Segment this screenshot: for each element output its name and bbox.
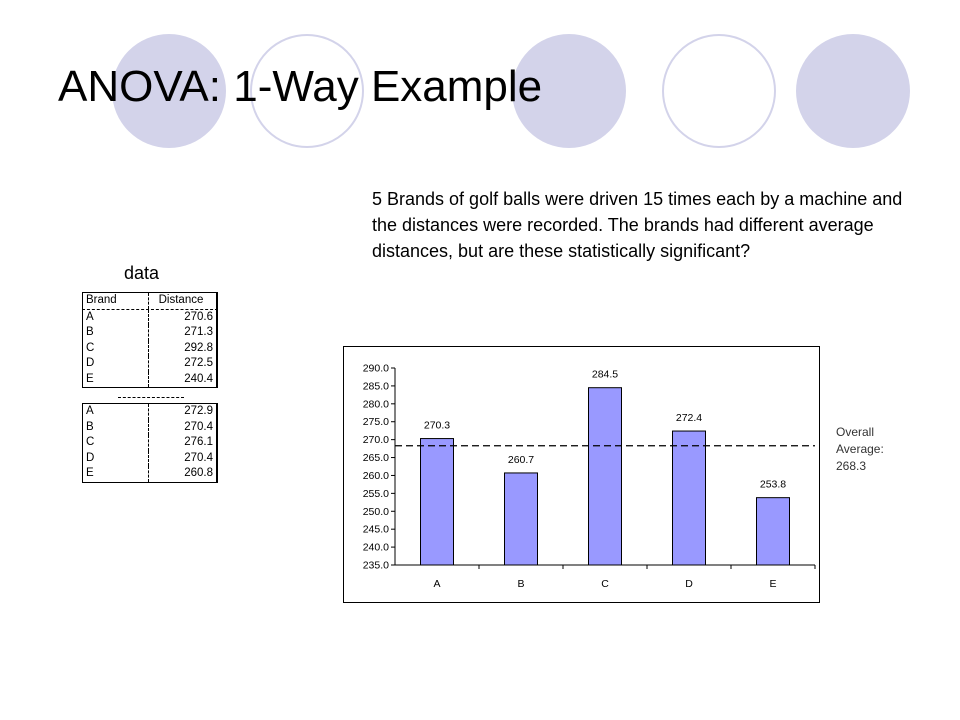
- bar-value-label: 260.7: [508, 454, 534, 466]
- table-block-1: A 270.6 B 271.3 C 292.8 D 272.5 E 240.4: [82, 309, 218, 388]
- x-tick-label: E: [769, 578, 776, 590]
- distance-cell: 270.4: [184, 451, 213, 464]
- x-tick-label: B: [517, 578, 524, 590]
- y-tick-label: 275.0: [363, 416, 389, 428]
- bar: [588, 387, 622, 566]
- brand-cell: E: [83, 371, 149, 387]
- bar: [504, 472, 538, 566]
- y-tick-label: 265.0: [363, 452, 389, 464]
- brand-cell: C: [83, 435, 149, 451]
- table-row: A 272.9: [83, 404, 216, 420]
- table-row: C 292.8: [83, 340, 216, 356]
- bar: [420, 438, 454, 566]
- x-tick-label: A: [433, 578, 440, 590]
- header-distance: Distance: [158, 294, 204, 306]
- table-row: B 271.3: [83, 325, 216, 341]
- table-block-2: A 272.9 B 270.4 C 276.1 D 270.4 E 260.8: [82, 403, 218, 483]
- y-tick-label: 270.0: [363, 434, 389, 446]
- distance-cell: 270.4: [184, 420, 213, 433]
- decor-circle-2: [512, 34, 626, 148]
- x-tick-label: D: [685, 578, 693, 590]
- brand-cell: A: [83, 404, 149, 420]
- data-table: Brand Distance A 270.6 B 271.3 C 292.8 D 272…: [82, 292, 218, 483]
- overall-average-note: Overall Average: 268.3: [836, 424, 884, 475]
- distance-cell: 240.4: [184, 372, 213, 385]
- y-tick-label: 235.0: [363, 560, 389, 572]
- brand-cell: D: [83, 450, 149, 466]
- slide-title: ANOVA: 1-Way Example: [58, 62, 543, 111]
- brand-cell: C: [83, 340, 149, 356]
- distance-cell: 276.1: [184, 436, 213, 448]
- header-brand: Brand: [83, 293, 149, 309]
- decor-ring-2: [662, 34, 776, 148]
- average-value: 268.3: [836, 459, 867, 473]
- decor-ring-1: [250, 34, 364, 148]
- bar-value-label: 284.5: [592, 369, 618, 381]
- table-row: D 270.4: [83, 450, 216, 466]
- y-tick-label: 240.0: [363, 542, 389, 554]
- brand-cell: A: [83, 309, 149, 325]
- distance-cell: 272.9: [184, 405, 213, 417]
- table-row: C 276.1: [83, 435, 216, 451]
- distance-cell: 292.8: [184, 341, 213, 354]
- y-tick-label: 260.0: [363, 470, 389, 482]
- y-tick-label: 290.0: [363, 363, 389, 375]
- x-tick-label: C: [601, 578, 609, 590]
- overall-label: Overall: [836, 425, 875, 439]
- table-row: B 270.4: [83, 419, 216, 435]
- y-tick-label: 280.0: [363, 398, 389, 410]
- y-tick-label: 250.0: [363, 506, 389, 518]
- bar: [672, 430, 706, 566]
- slide-description: 5 Brands of golf balls were driven 15 ti…: [372, 189, 903, 261]
- bar-value-label: 270.3: [424, 420, 450, 432]
- table-row: A 270.6: [83, 309, 216, 325]
- average-label: Average:: [836, 442, 884, 456]
- distance-cell: 271.3: [184, 326, 213, 338]
- bar-chart: 235.0 240.0 245.0 250.0 255.0 260.0 265.0 270.0…: [343, 346, 820, 603]
- brand-cell: E: [83, 466, 149, 482]
- y-tick-label: 255.0: [363, 488, 389, 500]
- chart-frame: [343, 346, 820, 603]
- bar-value-label: 272.4: [676, 412, 702, 424]
- table-row: E 240.4: [83, 371, 216, 387]
- y-tick-label: 245.0: [363, 524, 389, 536]
- brand-cell: B: [83, 325, 149, 341]
- bar: [756, 497, 790, 566]
- table-row: D 272.5: [83, 356, 216, 372]
- table-row: E 260.8: [83, 466, 216, 482]
- distance-cell: 260.8: [184, 467, 213, 479]
- decor-circle-3: [796, 34, 910, 148]
- y-tick-label: 285.0: [363, 380, 389, 392]
- distance-cell: 272.5: [184, 357, 213, 369]
- bar-value-label: 253.8: [760, 479, 786, 491]
- data-label: data: [124, 263, 160, 283]
- decor-circle-1: [112, 34, 226, 148]
- distance-cell: 270.6: [184, 310, 213, 323]
- table-header-row: Brand Distance: [82, 292, 218, 310]
- brand-cell: B: [83, 419, 149, 435]
- brand-cell: D: [83, 356, 149, 372]
- table-separator: [118, 397, 184, 398]
